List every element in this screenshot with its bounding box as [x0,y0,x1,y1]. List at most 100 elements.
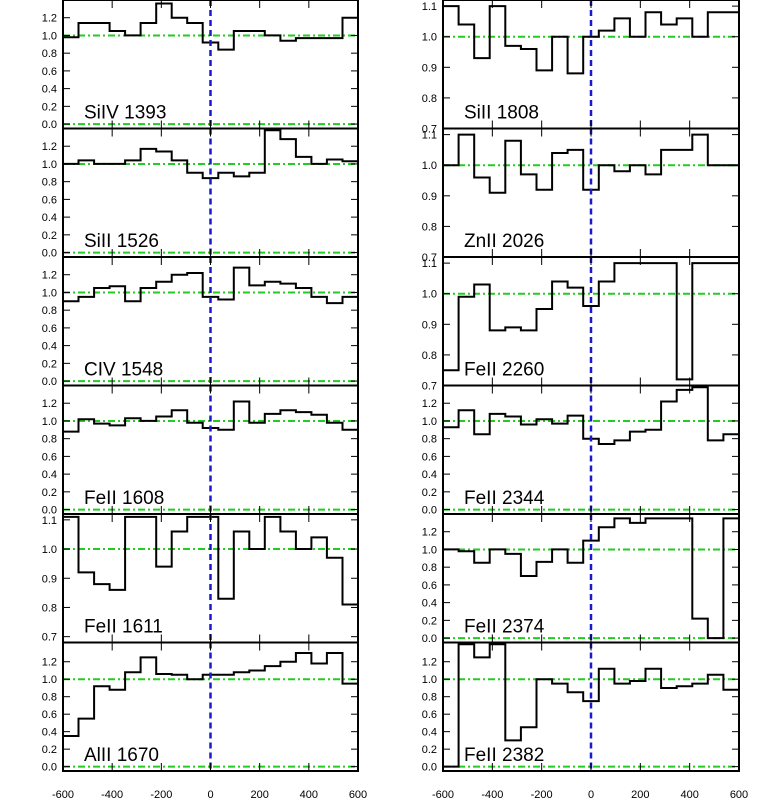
y-tick-label: 0.9 [422,319,437,331]
y-tick-label: 0.2 [42,230,57,242]
y-tick-label: 0.7 [42,632,57,644]
x-tick-label: 600 [730,789,748,801]
x-tick-label: -400 [481,789,503,801]
ion-label: SiII 1526 [84,231,159,252]
x-tick-label: 0 [207,789,213,801]
x-tick-label: 0 [588,789,594,801]
flux-histogram [443,262,739,381]
y-tick-label: 1.2 [42,657,57,669]
y-tick-label: 0.6 [42,323,57,335]
flux-histogram [443,5,739,75]
ion-label: FeII 1608 [84,488,164,509]
panel-feii-2382: 0.0 0.2 0.4 0.6 0.8 1.0 1.2 FeII 2382 [422,641,740,774]
x-tick-label: -400 [101,789,123,801]
y-tick-label: 1.2 [42,398,57,410]
ion-label: SiII 1808 [464,103,539,124]
y-tick-label: 0.0 [42,376,57,388]
y-tick-label: 0.0 [42,248,57,260]
y-tick-label: 1.0 [42,30,57,42]
y-tick-label: 1.0 [422,289,437,301]
y-tick-label: 0.6 [422,580,437,592]
y-tick-label: 1.2 [422,398,437,410]
flux-histogram [443,133,739,194]
panel-frame [62,641,359,772]
y-tick-label: 1.1 [422,258,437,270]
y-tick-label: 0.9 [422,191,437,203]
y-tick-label: 1.1 [42,515,57,527]
ion-label: SiIV 1393 [84,103,166,124]
y-tick-label: 0.8 [422,221,437,233]
x-tick-label: -600 [432,789,454,801]
y-tick-label: 0.4 [422,598,437,610]
y-tick-label: 0.8 [42,602,57,614]
y-tick-label: 0.4 [42,727,57,739]
y-tick-label: 0.9 [422,62,437,74]
panel-feii-2344: 0.0 0.2 0.4 0.6 0.8 1.0 1.2 FeII 2344 [422,384,740,517]
x-tick-label: -200 [150,789,172,801]
ion-label: AlII 1670 [84,745,159,766]
y-tick-label: 0.4 [422,469,437,481]
y-tick-label: 1.0 [422,674,437,686]
y-tick-label: 1.2 [422,527,437,539]
y-tick-label: 1.2 [422,657,437,669]
y-tick-label: 0.8 [422,692,437,704]
panel-feii-2374: 0.0 0.2 0.4 0.6 0.8 1.0 1.2 FeII 2374 [422,513,740,645]
ion-label: FeII 2260 [464,360,544,381]
y-tick-label: 0.2 [42,487,57,499]
x-tick-label: 200 [631,789,649,801]
x-tick-label: 400 [300,789,318,801]
x-tick-label: -600 [52,789,74,801]
y-tick-label: 0.8 [422,93,437,105]
y-tick-label: 1.0 [42,159,57,171]
y-tick-label: 1.0 [42,674,57,686]
y-tick-label: 0.6 [42,66,57,78]
y-tick-label: 0.8 [422,562,437,574]
panel-feii-2260: 0.7 0.8 0.9 1.0 1.1 FeII 2260 [422,256,740,393]
flux-histogram [63,652,358,737]
y-tick-label: 1.2 [42,141,57,153]
y-tick-label: 0.2 [422,615,437,627]
y-tick-label: 0.2 [42,101,57,113]
y-tick-label: 1.0 [422,160,437,172]
x-tick-label: -200 [531,789,553,801]
y-tick-label: 0.2 [422,487,437,499]
flux-histogram [63,129,358,180]
y-tick-label: 1.2 [42,270,57,282]
y-tick-label: 0.6 [42,709,57,721]
panel-alii-1670: 0.0 0.2 0.4 0.6 0.8 1.0 1.2 AlII 1670 [42,641,359,774]
y-tick-label: 1.0 [422,32,437,44]
y-tick-label: 1.1 [422,130,437,142]
ion-label: CIV 1548 [84,360,163,381]
x-tick-label: 200 [250,789,268,801]
y-tick-label: 0.0 [422,762,437,774]
y-tick-label: 0.8 [42,434,57,446]
panel-siii-1808: 0.7 0.8 0.9 1.0 1.1 SiII 1808 [422,0,740,136]
y-tick-label: 0.6 [42,194,57,206]
y-tick-label: 0.6 [42,451,57,463]
y-tick-label: 0.8 [422,434,437,446]
y-tick-label: 0.0 [42,505,57,517]
x-tick-label: 400 [680,789,698,801]
panel-civ-1548: 0.0 0.2 0.4 0.6 0.8 1.0 1.2 CIV 1548 [42,256,359,388]
y-tick-label: 0.4 [422,727,437,739]
y-tick-label: 0.7 [422,252,437,264]
flux-histogram [63,266,358,305]
ion-label: FeII 2382 [464,745,544,766]
y-tick-label: 0.8 [42,48,57,60]
y-tick-label: 0.9 [42,573,57,585]
flux-histogram [63,2,358,51]
ion-label: FeII 2374 [464,617,545,638]
y-tick-label: 1.0 [42,544,57,556]
panel-siii-1526: 0.0 0.2 0.4 0.6 0.8 1.0 1.2 SiII 1526 [42,127,359,260]
y-tick-label: 0.4 [42,469,57,481]
panel-siiv-1393: 0.0 0.2 0.4 0.6 0.8 1.0 1.2 SiIV 1393 [42,0,359,131]
y-tick-label: 1.0 [422,544,437,556]
y-tick-label: 1.1 [422,1,437,13]
ion-label: FeII 2344 [464,488,545,509]
flux-histogram [63,515,358,606]
y-tick-label: 0.0 [422,633,437,645]
y-tick-label: 0.4 [42,212,57,224]
ion-label: FeII 1611 [84,617,163,638]
y-tick-label: 0.2 [422,744,437,756]
